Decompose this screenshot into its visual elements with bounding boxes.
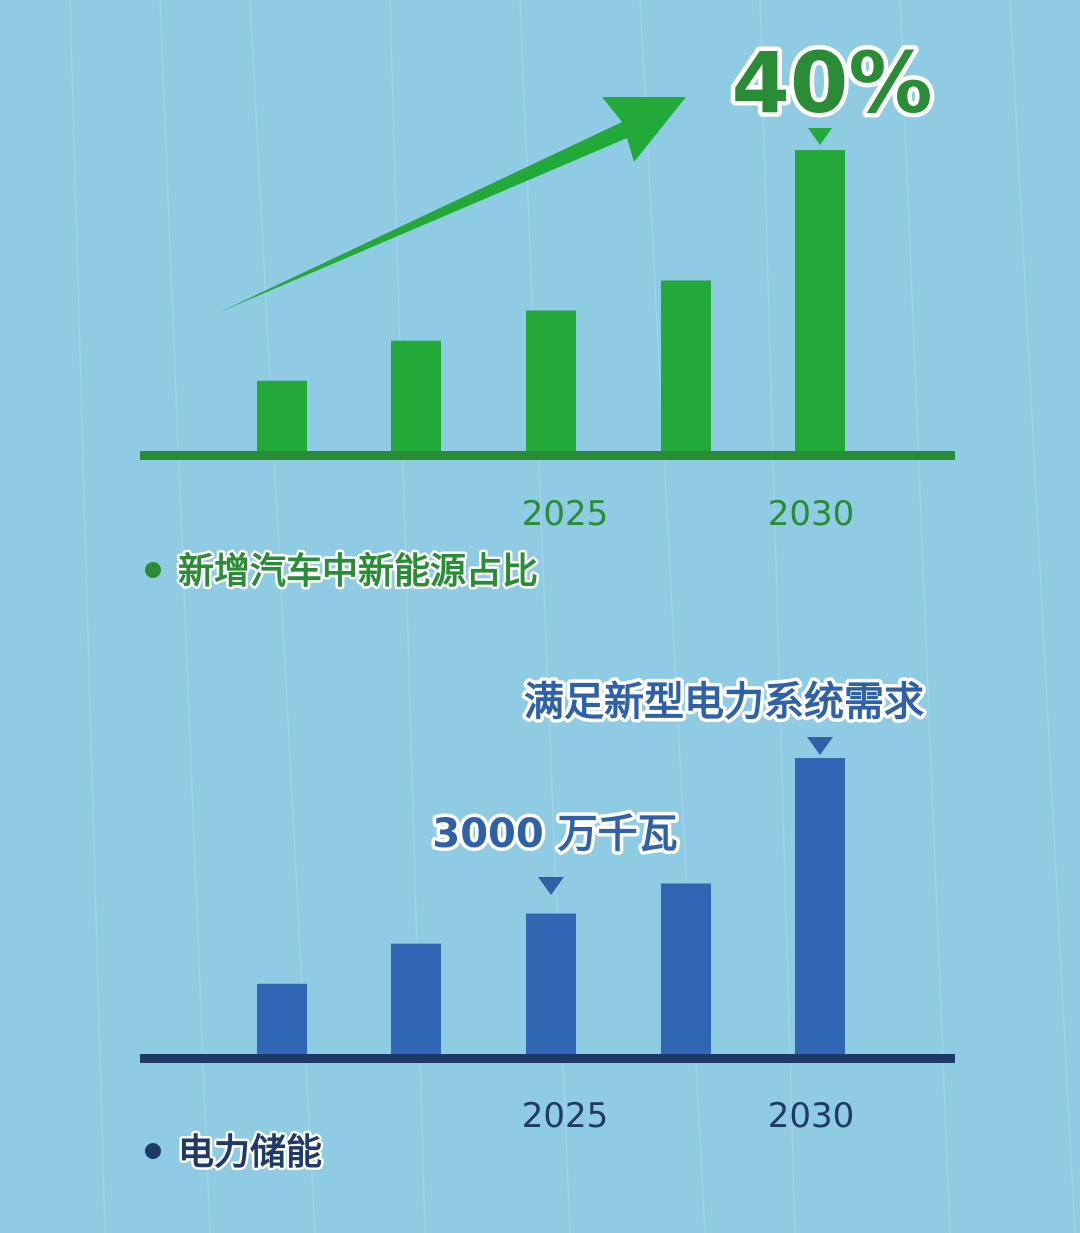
bars bbox=[257, 150, 845, 451]
tick-label-2030: 2030 bbox=[768, 1096, 855, 1136]
bar-3 bbox=[526, 913, 576, 1054]
chart-title: 新增汽车中新能源占比 bbox=[178, 551, 538, 592]
data-label-2030: 满足新型电力系统需求 bbox=[524, 679, 924, 725]
chart-power-storage: 2025 2030 3000 万千瓦 满足新型电力系统需求 电力储能 bbox=[140, 676, 955, 1176]
background-line bbox=[1009, 0, 1076, 1233]
bar-1 bbox=[257, 983, 307, 1054]
legend-dot bbox=[145, 562, 161, 578]
tick-label-2030: 2030 bbox=[768, 494, 855, 534]
background-line bbox=[69, 0, 106, 1233]
bar-5 bbox=[795, 150, 845, 451]
bar-4 bbox=[661, 280, 711, 451]
x-axis-baseline bbox=[140, 1054, 955, 1063]
down-triangle-icon bbox=[807, 737, 833, 755]
bar-2 bbox=[391, 340, 441, 451]
chart-new-energy-vehicle-share: 2025 2030 40% 新增汽车中新能源占比 bbox=[140, 30, 955, 595]
x-axis-baseline bbox=[140, 451, 955, 460]
tick-label-2025: 2025 bbox=[522, 1096, 609, 1136]
background-texture bbox=[69, 0, 1076, 1233]
chart-title: 电力储能 bbox=[178, 1132, 322, 1173]
bar-1 bbox=[257, 380, 307, 451]
down-triangle-icon bbox=[538, 877, 564, 895]
background-line bbox=[159, 0, 211, 1233]
bar-3 bbox=[526, 310, 576, 451]
tick-label-2025: 2025 bbox=[522, 494, 609, 534]
legend-dot bbox=[145, 1143, 161, 1159]
up-right-arrow-icon bbox=[220, 97, 686, 312]
bar-4 bbox=[661, 883, 711, 1054]
bar-5 bbox=[795, 758, 845, 1054]
data-label-40-percent: 40% bbox=[731, 34, 932, 132]
background-line bbox=[899, 0, 951, 1233]
background-line bbox=[759, 0, 796, 1233]
bars bbox=[257, 758, 845, 1054]
down-triangle-icon bbox=[808, 128, 832, 145]
bar-2 bbox=[391, 943, 441, 1054]
data-label-3000: 3000 万千瓦 bbox=[432, 811, 677, 857]
